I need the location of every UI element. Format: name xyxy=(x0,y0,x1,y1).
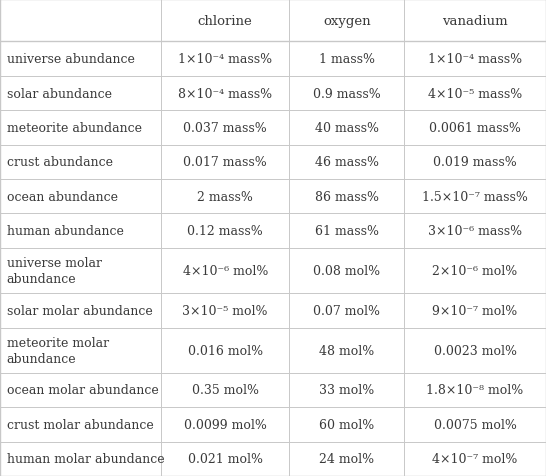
Text: 40 mass%: 40 mass% xyxy=(314,122,379,135)
Text: 4×10⁻⁶ mol%: 4×10⁻⁶ mol% xyxy=(182,265,268,278)
Text: 0.0099 mol%: 0.0099 mol% xyxy=(184,418,266,431)
Text: 1×10⁻⁴ mass%: 1×10⁻⁴ mass% xyxy=(178,53,272,66)
Text: 46 mass%: 46 mass% xyxy=(314,156,379,169)
Text: 1×10⁻⁴ mass%: 1×10⁻⁴ mass% xyxy=(428,53,522,66)
Text: crust abundance: crust abundance xyxy=(7,156,112,169)
Text: 61 mass%: 61 mass% xyxy=(314,225,379,238)
Text: 0.0023 mol%: 0.0023 mol% xyxy=(434,344,517,357)
Text: chlorine: chlorine xyxy=(198,15,253,28)
Text: 86 mass%: 86 mass% xyxy=(314,190,379,203)
Text: 0.0061 mass%: 0.0061 mass% xyxy=(429,122,521,135)
Text: 3×10⁻⁵ mol%: 3×10⁻⁵ mol% xyxy=(182,304,268,317)
Text: 0.019 mass%: 0.019 mass% xyxy=(433,156,517,169)
Text: 0.016 mol%: 0.016 mol% xyxy=(188,344,263,357)
Text: 60 mol%: 60 mol% xyxy=(319,418,375,431)
Text: 0.35 mol%: 0.35 mol% xyxy=(192,384,259,397)
Text: 0.9 mass%: 0.9 mass% xyxy=(313,88,381,100)
Text: oxygen: oxygen xyxy=(323,15,371,28)
Text: ocean abundance: ocean abundance xyxy=(7,190,117,203)
Text: 48 mol%: 48 mol% xyxy=(319,344,375,357)
Text: 24 mol%: 24 mol% xyxy=(319,452,374,466)
Text: 0.0075 mol%: 0.0075 mol% xyxy=(434,418,517,431)
Text: 0.07 mol%: 0.07 mol% xyxy=(313,304,380,317)
Text: ocean molar abundance: ocean molar abundance xyxy=(7,384,158,397)
Text: meteorite abundance: meteorite abundance xyxy=(7,122,141,135)
Text: 1.5×10⁻⁷ mass%: 1.5×10⁻⁷ mass% xyxy=(422,190,528,203)
Text: 1 mass%: 1 mass% xyxy=(319,53,375,66)
Text: human abundance: human abundance xyxy=(7,225,123,238)
Text: 1.8×10⁻⁸ mol%: 1.8×10⁻⁸ mol% xyxy=(426,384,524,397)
Text: 9×10⁻⁷ mol%: 9×10⁻⁷ mol% xyxy=(432,304,518,317)
Text: universe abundance: universe abundance xyxy=(7,53,134,66)
Text: solar abundance: solar abundance xyxy=(7,88,111,100)
Text: 0.08 mol%: 0.08 mol% xyxy=(313,265,380,278)
Text: 2 mass%: 2 mass% xyxy=(197,190,253,203)
Text: 4×10⁻⁷ mol%: 4×10⁻⁷ mol% xyxy=(432,452,518,466)
Text: crust molar abundance: crust molar abundance xyxy=(7,418,153,431)
Text: 0.017 mass%: 0.017 mass% xyxy=(183,156,267,169)
Text: meteorite molar
abundance: meteorite molar abundance xyxy=(7,336,109,365)
Text: 0.021 mol%: 0.021 mol% xyxy=(188,452,263,466)
Text: solar molar abundance: solar molar abundance xyxy=(7,304,152,317)
Text: 0.12 mass%: 0.12 mass% xyxy=(187,225,263,238)
Text: 8×10⁻⁴ mass%: 8×10⁻⁴ mass% xyxy=(178,88,272,100)
Text: human molar abundance: human molar abundance xyxy=(7,452,164,466)
Text: 2×10⁻⁶ mol%: 2×10⁻⁶ mol% xyxy=(432,265,518,278)
Text: 3×10⁻⁶ mass%: 3×10⁻⁶ mass% xyxy=(428,225,522,238)
Text: universe molar
abundance: universe molar abundance xyxy=(7,257,102,286)
Text: 4×10⁻⁵ mass%: 4×10⁻⁵ mass% xyxy=(428,88,522,100)
Text: 0.037 mass%: 0.037 mass% xyxy=(183,122,267,135)
Text: vanadium: vanadium xyxy=(442,15,508,28)
Text: 33 mol%: 33 mol% xyxy=(319,384,375,397)
